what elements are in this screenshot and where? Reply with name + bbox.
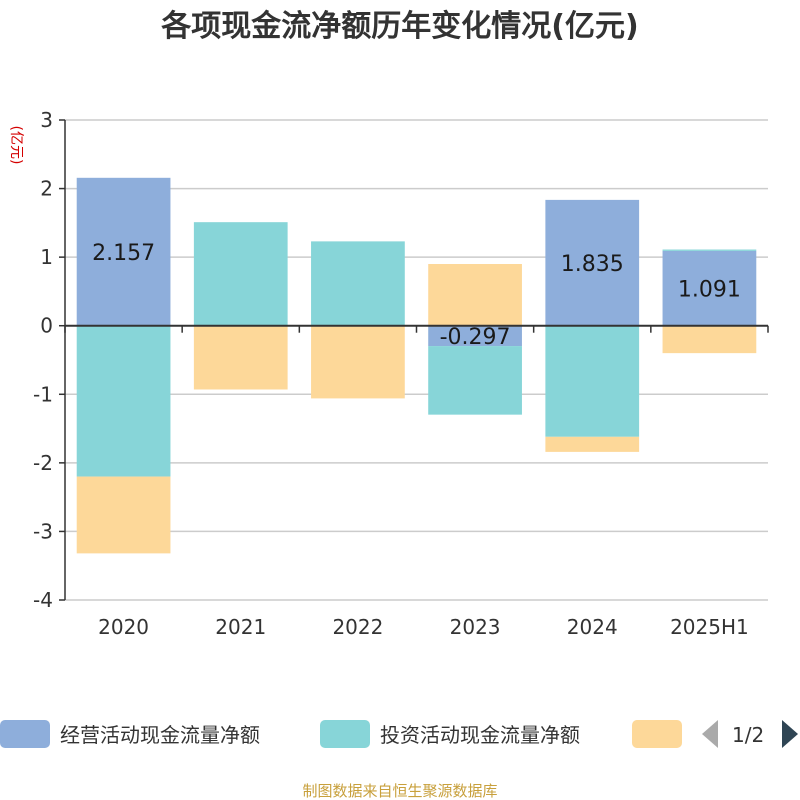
bar-segment[interactable] (428, 346, 522, 415)
y-tick-label: -3 (33, 519, 53, 543)
bar-segment[interactable] (193, 325, 288, 390)
y-tick-label: 0 (40, 314, 53, 338)
data-label: 2.157 (92, 241, 155, 266)
data-label: 1.835 (561, 252, 624, 277)
legend-label-investing[interactable]: 投资活动现金流量净额 (380, 723, 580, 747)
bar-segment[interactable] (545, 436, 640, 452)
data-source: 制图数据来自恒生聚源数据库 (302, 782, 497, 800)
legend-prev-page-icon[interactable] (702, 720, 718, 748)
y-tick-label: -2 (33, 451, 53, 475)
bar-segment[interactable] (428, 264, 522, 326)
data-labels: 2.157 -0.297 1.835 1.091 (92, 241, 741, 350)
x-tick-label: 2020 (98, 615, 149, 639)
bar-segment[interactable] (662, 249, 757, 251)
bar-segment[interactable] (662, 325, 757, 354)
bar-segment[interactable] (76, 325, 171, 477)
legend-next-page-icon[interactable] (782, 720, 798, 748)
bar-segment[interactable] (662, 250, 757, 326)
legend-swatch-investing[interactable] (320, 720, 370, 748)
legend-label-operating[interactable]: 经营活动现金流量净额 (60, 723, 260, 747)
legend: 经营活动现金流量净额 投资活动现金流量净额 1/2 (0, 720, 798, 748)
data-label: -0.297 (440, 325, 511, 350)
bar-segment[interactable] (311, 241, 405, 326)
bar-segment[interactable] (76, 476, 171, 554)
grid (65, 119, 768, 601)
y-tick-label: 2 (40, 177, 53, 201)
legend-page-indicator: 1/2 (732, 723, 764, 747)
chart-title: 各项现金流净额历年变化情况(亿元) (160, 9, 638, 44)
legend-swatch-operating[interactable] (0, 720, 50, 748)
y-tick-label: 1 (40, 245, 53, 269)
bar-segment[interactable] (545, 199, 640, 326)
y-tick-label: -4 (33, 588, 53, 612)
bar-segment[interactable] (545, 325, 640, 437)
data-label: 1.091 (678, 277, 741, 302)
bars (76, 177, 757, 554)
bar-segment[interactable] (76, 177, 171, 326)
legend-swatch-third[interactable] (632, 720, 682, 748)
x-tick-label: 2021 (215, 615, 266, 639)
x-tick-label: 2024 (567, 615, 618, 639)
y-tick-label: -1 (33, 382, 53, 406)
axes: 3 2 1 0 -1 -2 -3 -4 2020 2021 2022 2023 2024 2025H1 (33, 108, 769, 639)
bar-segment[interactable] (428, 325, 522, 347)
x-tick-label: 2022 (332, 615, 383, 639)
x-tick-label: 2025H1 (670, 615, 749, 639)
y-tick-label: 3 (40, 108, 53, 132)
y-axis-unit: (亿元) (8, 126, 24, 165)
x-tick-label: 2023 (450, 615, 501, 639)
bar-segment[interactable] (311, 325, 405, 399)
bar-segment[interactable] (193, 222, 288, 326)
